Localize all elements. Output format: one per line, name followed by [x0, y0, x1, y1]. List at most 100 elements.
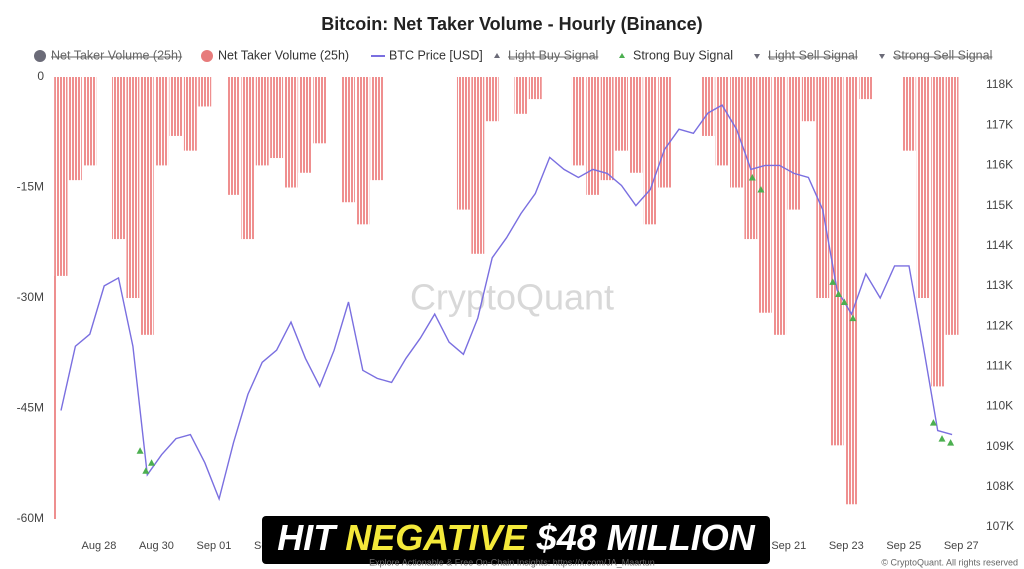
overlay-word: NEGATIVE [345, 517, 527, 558]
bar [816, 77, 830, 298]
bar [198, 77, 212, 107]
bar [485, 77, 499, 122]
y2-tick-label: 115K [986, 198, 1013, 212]
y-tick-label: -60M [17, 511, 44, 525]
bar [514, 77, 528, 114]
y2-tick-label: 114K [986, 238, 1013, 252]
legend-label[interactable]: Strong Sell Signal [893, 48, 992, 62]
bar [54, 77, 68, 276]
bar [298, 77, 312, 173]
bar [68, 77, 82, 181]
y2-tick-label: 113K [986, 278, 1013, 292]
signal-marker [938, 435, 946, 442]
legend-marker [494, 53, 500, 58]
bar [758, 77, 772, 313]
x-tick-label: Sep 23 [829, 540, 864, 552]
bar [744, 77, 758, 240]
signal-marker [748, 173, 756, 181]
x-tick-label: Sep 27 [944, 540, 979, 552]
bar [571, 77, 585, 166]
bar [169, 77, 183, 136]
chart-title: Bitcoin: Net Taker Volume - Hourly (Bina… [321, 14, 702, 34]
bar [730, 77, 743, 188]
x-tick-label: Sep 21 [771, 540, 806, 552]
bar [715, 77, 729, 166]
overlay-word: $48 MILLION [536, 517, 756, 558]
footer: Explore Actionable & Free On-Chain Insig… [369, 557, 655, 567]
y2-tick-label: 107K [986, 519, 1014, 533]
bar [140, 77, 154, 335]
bar [341, 77, 355, 203]
bar [586, 77, 600, 195]
legend-marker [754, 54, 760, 59]
bar [241, 77, 255, 240]
signal-marker [148, 459, 156, 466]
y2-tick-label: 116K [986, 158, 1013, 172]
x-tick-label: Aug 30 [139, 540, 174, 552]
legend-marker [34, 50, 46, 62]
y-tick-label: -45M [17, 401, 44, 415]
bar [255, 77, 269, 166]
legend-label[interactable]: Net Taker Volume (25h) [218, 48, 349, 62]
legend-label[interactable]: BTC Price [USD] [389, 48, 483, 62]
bar [528, 77, 542, 100]
bar [658, 77, 672, 188]
legend-label[interactable]: Strong Buy Signal [633, 48, 733, 62]
bar [701, 77, 715, 136]
legend-marker [619, 53, 625, 58]
bar [830, 77, 844, 446]
y-tick-label: -30M [17, 290, 44, 304]
bar [643, 77, 657, 225]
bar [773, 77, 787, 335]
signal-marker [840, 298, 848, 306]
legend-label[interactable]: Light Buy Signal [508, 48, 598, 62]
bar [600, 77, 614, 181]
signal-marker [929, 419, 937, 426]
bar [801, 77, 815, 122]
signal-marker [947, 439, 955, 446]
y2-tick-label: 109K [986, 439, 1014, 453]
legend-label[interactable]: Light Sell Signal [768, 48, 858, 62]
y2-tick-label: 118K [986, 77, 1013, 91]
x-tick-label: Sep 25 [886, 540, 921, 552]
watermark: CryptoQuant [410, 277, 614, 318]
bar [844, 77, 858, 505]
signal-marker [757, 186, 765, 193]
bar [931, 77, 945, 387]
y-tick-label: -15M [17, 180, 44, 194]
bar [629, 77, 643, 173]
legend-marker [879, 54, 885, 59]
bar [902, 77, 916, 151]
x-tick-label: Sep 01 [196, 540, 231, 552]
overlay-word: HIT [277, 517, 338, 558]
copyright: © CryptoQuant. All rights reserved [881, 557, 1018, 567]
x-tick-label: Aug 28 [82, 540, 117, 552]
bar [945, 77, 959, 335]
y-tick-label: 0 [37, 69, 44, 83]
bar [916, 77, 930, 298]
legend-marker [201, 50, 213, 62]
price-line [60, 104, 953, 502]
bar [183, 77, 197, 151]
signal-marker [829, 278, 837, 285]
overlay-layer: HIT NEGATIVE $48 MILLION Explore Actiona… [34, 48, 1018, 567]
overlay-headline: HIT NEGATIVE $48 MILLION [277, 517, 755, 558]
y2-tick-label: 117K [986, 117, 1013, 131]
y2-tick-label: 111K [986, 358, 1012, 372]
bar [284, 77, 298, 188]
bar [83, 77, 97, 166]
bar [859, 77, 873, 100]
bar [471, 77, 485, 254]
signal-marker [835, 290, 843, 297]
signal-marker [136, 447, 144, 454]
bar [370, 77, 384, 181]
signal-marker [849, 314, 857, 322]
y2-tick-label: 110K [986, 399, 1013, 413]
bar [313, 77, 327, 144]
bar [615, 77, 628, 151]
legend-label[interactable]: Net Taker Volume (25h) [51, 48, 182, 62]
bar [270, 77, 284, 159]
y2-tick-label: 108K [986, 479, 1014, 493]
bar [126, 77, 140, 298]
